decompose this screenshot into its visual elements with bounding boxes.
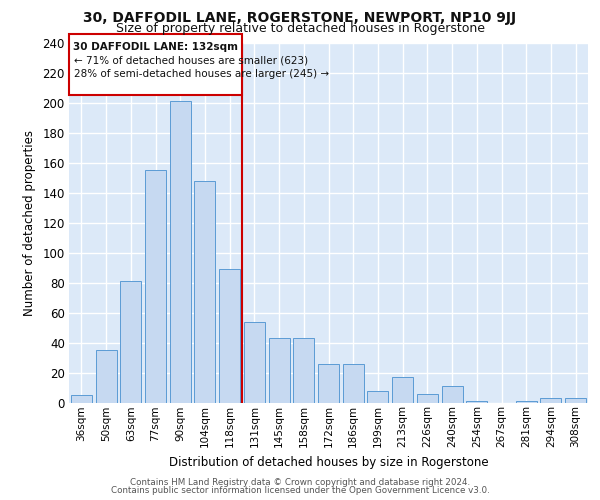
Text: Size of property relative to detached houses in Rogerstone: Size of property relative to detached ho… <box>115 22 485 35</box>
Bar <box>219 269 240 402</box>
Text: Contains HM Land Registry data © Crown copyright and database right 2024.: Contains HM Land Registry data © Crown c… <box>130 478 470 487</box>
Bar <box>269 338 290 402</box>
Bar <box>145 170 166 402</box>
Text: Contains public sector information licensed under the Open Government Licence v3: Contains public sector information licen… <box>110 486 490 495</box>
Bar <box>442 386 463 402</box>
Bar <box>343 364 364 403</box>
Bar <box>392 377 413 402</box>
Bar <box>516 401 537 402</box>
Bar <box>565 398 586 402</box>
Bar <box>194 180 215 402</box>
X-axis label: Distribution of detached houses by size in Rogerstone: Distribution of detached houses by size … <box>169 456 488 468</box>
Bar <box>466 401 487 402</box>
Bar <box>293 338 314 402</box>
Bar <box>120 281 141 402</box>
Text: 28% of semi-detached houses are larger (245) →: 28% of semi-detached houses are larger (… <box>74 69 329 79</box>
Text: 30, DAFFODIL LANE, ROGERSTONE, NEWPORT, NP10 9JJ: 30, DAFFODIL LANE, ROGERSTONE, NEWPORT, … <box>83 11 517 25</box>
Bar <box>541 398 562 402</box>
Y-axis label: Number of detached properties: Number of detached properties <box>23 130 35 316</box>
FancyBboxPatch shape <box>69 34 242 94</box>
Bar <box>318 364 339 403</box>
Text: 30 DAFFODIL LANE: 132sqm: 30 DAFFODIL LANE: 132sqm <box>73 42 238 52</box>
Bar <box>170 101 191 402</box>
Bar <box>417 394 438 402</box>
Bar <box>95 350 116 403</box>
Bar <box>71 395 92 402</box>
Text: ← 71% of detached houses are smaller (623): ← 71% of detached houses are smaller (62… <box>74 55 308 65</box>
Bar <box>367 390 388 402</box>
Bar <box>244 322 265 402</box>
